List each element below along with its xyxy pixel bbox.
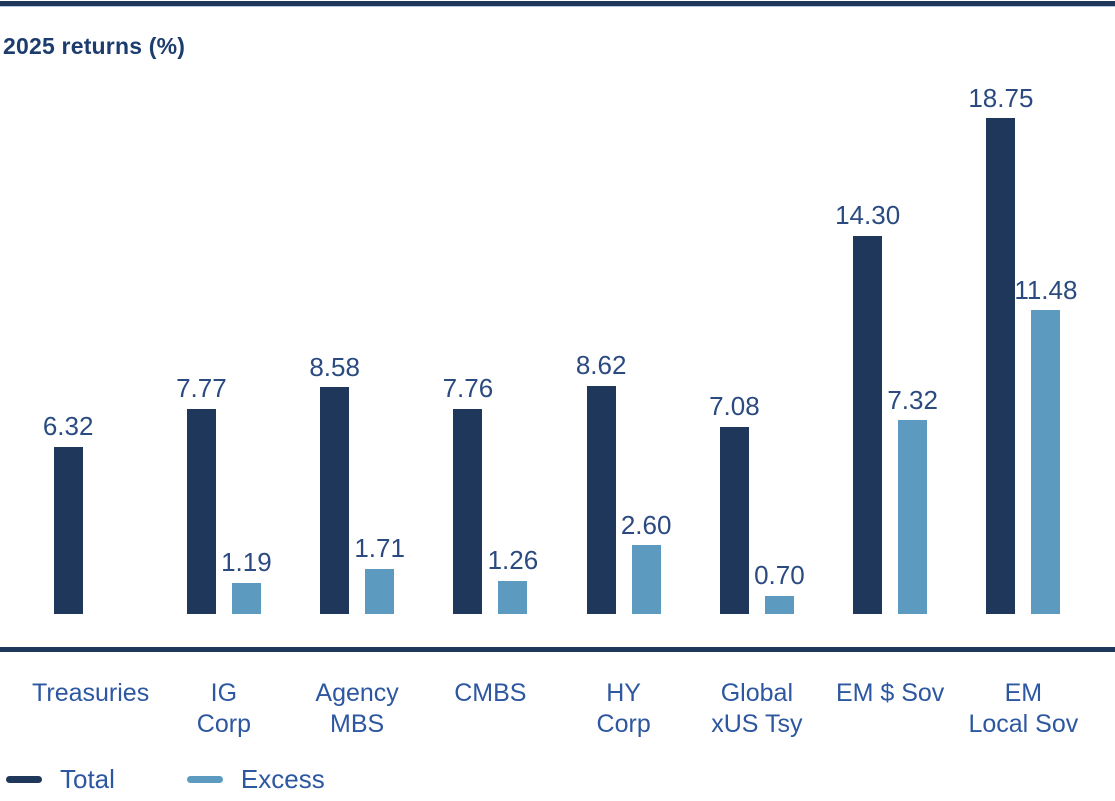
total-value-label: 8.58 [309, 351, 360, 382]
total-bar [453, 408, 483, 614]
excess-bar [764, 595, 794, 614]
legend: Total Excess [0, 765, 1115, 794]
total-bar [53, 446, 83, 614]
total-bar [320, 387, 350, 614]
total-bar-slot: 18.75 [968, 83, 1033, 614]
total-value-label: 18.75 [968, 82, 1034, 113]
excess-bar-slot: 2.60 [621, 511, 671, 614]
category-row: Treasuries IG Corp Agency MBS CMBS HY Corp Globa… [0, 678, 1115, 740]
total-value-label: 8.62 [575, 350, 627, 381]
total-bar-slot: 8.58 [309, 352, 360, 614]
total-bar-slot: 7.76 [443, 374, 493, 614]
category-label: EM $ Sov [835, 679, 945, 707]
excess-swatch-icon [186, 775, 223, 783]
legend-item-excess: Excess [186, 764, 325, 794]
plot-area: 6.32 7.77 1.19 8.58 1.71 7.76 1.26 8.62 2.60 7.08… [0, 83, 1115, 614]
category-label: EM Local Sov [968, 679, 1079, 738]
total-bar [186, 408, 216, 614]
bar-group: 18.75 11.48 [957, 83, 1090, 614]
category-label: IG Corp [196, 679, 251, 738]
excess-value-label: 11.48 [1014, 274, 1078, 305]
excess-bar-slot: 11.48 [1014, 276, 1077, 614]
bar-group: 8.62 2.60 [557, 84, 690, 614]
legend-excess-label: Excess [240, 764, 325, 794]
excess-value-label: 0.70 [754, 559, 805, 590]
bar-group: 7.76 1.26 [424, 84, 557, 614]
bar-group: 7.77 1.19 [157, 84, 290, 614]
bar-group: 6.32 [24, 84, 157, 614]
legend-total-label: Total [60, 764, 115, 794]
top-divider [0, 1, 1115, 7]
total-bar-slot: 6.32 [43, 412, 93, 614]
excess-bar-slot: 7.32 [887, 386, 938, 614]
excess-bar-slot: 1.26 [488, 546, 538, 614]
excess-bar [231, 582, 261, 614]
excess-value-label: 7.32 [887, 384, 938, 415]
x-axis-line [0, 647, 1115, 652]
total-value-label: 7.77 [176, 372, 227, 403]
bar-group: 7.08 0.70 [690, 84, 823, 614]
excess-value-label: 1.71 [354, 533, 405, 564]
excess-value-label: 1.26 [487, 545, 539, 576]
excess-bar [631, 545, 661, 614]
chart-title: 2025 returns (%) [3, 33, 186, 59]
total-value-label: 7.76 [442, 373, 494, 404]
total-bar [586, 386, 616, 614]
bar-group: 14.30 7.32 [824, 84, 957, 614]
total-bar [853, 235, 883, 614]
total-value-label: 6.32 [42, 411, 94, 442]
total-bar-slot: 7.08 [709, 392, 760, 614]
total-bar-slot: 14.30 [835, 201, 900, 614]
excess-bar [365, 568, 395, 614]
category-label: Treasuries [32, 679, 150, 707]
excess-bar [1031, 310, 1061, 614]
excess-bar-slot: 0.70 [754, 561, 805, 614]
bar-group: 8.58 1.71 [291, 84, 424, 614]
category-label: Global xUS Tsy [711, 679, 803, 738]
legend-item-total: Total [6, 765, 115, 794]
total-swatch-icon [6, 775, 42, 783]
excess-bar [498, 580, 528, 614]
category-label: HY Corp [596, 679, 651, 738]
excess-bar [898, 420, 928, 614]
total-bar-slot: 8.62 [576, 351, 626, 614]
excess-bar-slot: 1.71 [354, 534, 405, 614]
total-bar [719, 426, 749, 614]
excess-bar-slot: 1.19 [221, 548, 272, 614]
total-bar [986, 118, 1016, 614]
excess-value-label: 1.19 [221, 546, 272, 577]
total-value-label: 7.08 [709, 391, 760, 422]
category-label: CMBS [454, 679, 527, 707]
category-label: Agency MBS [315, 679, 399, 738]
total-value-label: 14.30 [835, 200, 901, 231]
total-bar-slot: 7.77 [176, 374, 227, 614]
excess-value-label: 2.60 [620, 509, 672, 540]
